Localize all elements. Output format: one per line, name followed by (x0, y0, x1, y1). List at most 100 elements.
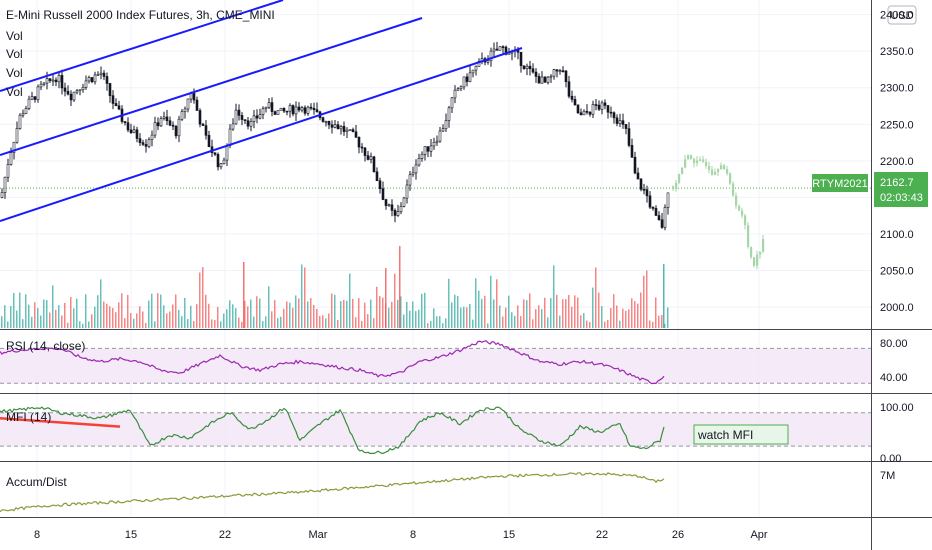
rsi-tick: 80.00 (880, 338, 908, 350)
volume-bar (388, 307, 390, 328)
volume-bar (355, 317, 357, 328)
volume-bar (337, 320, 339, 328)
price-axis[interactable]: 2400.02350.02300.02250.02200.02150.02100… (880, 10, 914, 314)
candle-body (93, 74, 97, 83)
candle-body (549, 75, 553, 78)
candle-body (144, 144, 148, 147)
candle-body (666, 192, 670, 208)
time-axis[interactable]: 8 15 22 Mar 8 15 22 26 Apr (34, 529, 768, 541)
volume-bar (538, 305, 540, 328)
volume-bar (565, 299, 567, 328)
currency-button[interactable] (887, 5, 917, 25)
candle-body (381, 188, 385, 200)
volume-bar (580, 315, 582, 328)
volume-bar (139, 306, 141, 328)
volume-bar (394, 273, 396, 328)
volume-bar (451, 302, 453, 328)
mfi-tick: 100.00 (880, 402, 914, 414)
candle-body (63, 87, 67, 92)
trend-line[interactable] (0, 417, 121, 428)
candle-body (432, 141, 436, 147)
projection-body (696, 160, 699, 164)
channel-lines[interactable] (0, 0, 523, 222)
volume-bar (169, 311, 171, 328)
volume-bar (346, 300, 348, 328)
volume-bar (352, 298, 354, 328)
volume-bar (253, 316, 255, 328)
indicator-band (0, 348, 871, 384)
candle-body (78, 89, 82, 92)
volume-bar (196, 304, 198, 328)
volume-bar (277, 318, 279, 328)
candle-body (69, 93, 73, 101)
symbol-tag (812, 174, 868, 192)
candle-body (3, 176, 7, 193)
volume-bar (478, 290, 480, 328)
candle-body (384, 199, 388, 206)
candle-body (156, 122, 160, 127)
rsi-pane (0, 340, 871, 385)
candle-body (492, 48, 496, 52)
candle-body (282, 107, 286, 112)
volume-bar (229, 300, 231, 328)
projection-body (714, 171, 717, 175)
volume-bar (106, 303, 108, 328)
projection-body (741, 210, 744, 216)
volume-bar (247, 306, 249, 328)
currency-label: USD (890, 10, 913, 22)
volume-bar (628, 309, 630, 328)
candle-body (195, 99, 199, 111)
candle-body (456, 88, 460, 91)
volume-bar (553, 265, 555, 328)
candle-body (474, 65, 478, 71)
candle-body (393, 210, 397, 216)
volume-bar (403, 314, 405, 328)
projection-body (723, 165, 726, 170)
volume-bar (436, 316, 438, 328)
candle-body (444, 120, 448, 130)
channel-line[interactable] (0, 0, 284, 92)
volume-label: Vol (6, 66, 23, 80)
volume-bar (412, 301, 414, 328)
candle-body (252, 115, 256, 122)
volume-bar (481, 298, 483, 328)
volume-bar (475, 278, 477, 328)
candle-body (129, 129, 133, 133)
volume-bar (508, 295, 510, 328)
volume-bar (70, 297, 72, 328)
channel-line[interactable] (0, 17, 423, 156)
candle-body (591, 104, 595, 115)
volume-bar (85, 294, 87, 328)
candle-body (429, 145, 433, 152)
candle-body (297, 106, 301, 111)
watch-mfi-note[interactable] (693, 424, 789, 445)
volume-bar (220, 321, 222, 328)
projection-body (756, 254, 759, 266)
volume-bar (241, 321, 243, 328)
channel-line[interactable] (0, 47, 523, 222)
volume-bar (568, 294, 570, 328)
candle-body (294, 106, 298, 115)
candle-body (576, 104, 580, 114)
candle-body (561, 70, 565, 72)
volume-bar (259, 298, 261, 328)
projection-body (708, 165, 711, 170)
volume-bar (274, 300, 276, 328)
candle-body (177, 118, 181, 137)
volume-bar (424, 292, 426, 328)
price-tick-label: 2200.0 (880, 156, 914, 168)
projection-body (750, 246, 753, 258)
price-tag-value: 2162.7 (880, 177, 914, 189)
volume-bar (298, 298, 300, 328)
volume-bar (562, 299, 564, 328)
volume-bar (73, 308, 75, 328)
projection-body (729, 173, 732, 184)
candle-body (465, 76, 469, 82)
candle-body (96, 73, 100, 76)
candle-body (261, 108, 265, 115)
candle-body (84, 80, 88, 88)
volume-bar (292, 307, 294, 328)
candle-body (231, 123, 235, 130)
volume-bar (646, 270, 648, 328)
